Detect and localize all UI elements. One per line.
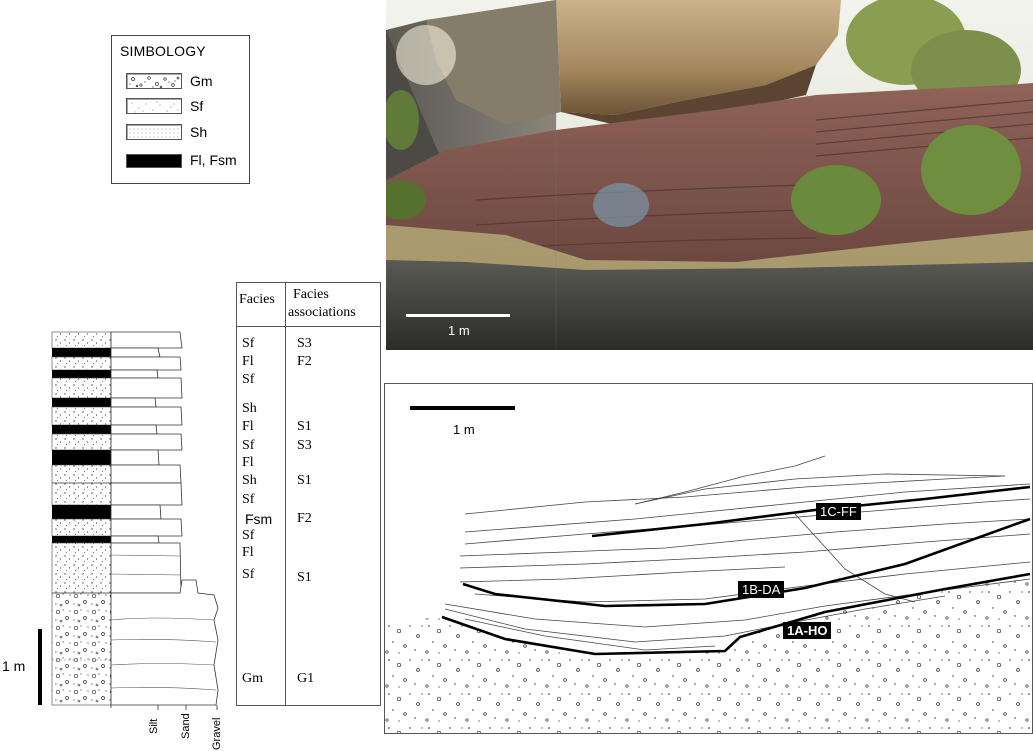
- legend-label-sh: Sh: [190, 124, 208, 140]
- association-cell: G1: [297, 671, 315, 686]
- fine-sand-pattern-swatch: [126, 98, 182, 114]
- association-cell: S1: [297, 419, 312, 434]
- gravel-pattern-swatch: [126, 73, 182, 89]
- facies-cell: Fl: [242, 455, 254, 470]
- facies-cell: Sf: [242, 372, 255, 387]
- facies-cell: Fl: [242, 354, 254, 369]
- column-scale-label: 1 m: [2, 658, 26, 674]
- grain-size-profile: [110, 331, 219, 706]
- column-scale-bar: [38, 629, 42, 705]
- facies-cell: Sh: [242, 401, 257, 416]
- outcrop-photo: [386, 0, 1033, 350]
- facies-table: Facies Facies associations Sf Fl Sf Sh Fl Sf F…: [236, 282, 381, 706]
- header-facies: Facies: [239, 292, 275, 307]
- legend-label-sf: Sf: [190, 98, 204, 114]
- grain-label-sand: Sand: [180, 713, 192, 739]
- facies-cell: Fl: [242, 419, 254, 434]
- surface-label-1b-da: 1B-DA: [738, 581, 785, 598]
- facies-cell: Gm: [242, 671, 263, 686]
- association-cell: S3: [297, 438, 312, 453]
- profile-internal-lines: [110, 554, 217, 691]
- solid-black-swatch: [126, 154, 182, 168]
- facies-cell: Sh: [242, 473, 257, 488]
- association-cell: S1: [297, 473, 312, 488]
- association-cell: F2: [297, 511, 312, 526]
- legend-label-fl-fsm: Fl, Fsm: [190, 152, 237, 168]
- surface-label-1c-ff: 1C-FF: [816, 503, 861, 520]
- facies-cell: Sf: [242, 528, 255, 543]
- header-associations-line2: associations: [288, 305, 356, 320]
- facies-cell: Sf: [242, 567, 255, 582]
- column-divider: [285, 283, 286, 705]
- association-cell: S1: [297, 570, 312, 585]
- photo-scale-label: 1 m: [448, 323, 470, 338]
- association-cell: S3: [297, 336, 312, 351]
- facies-cell: Sf: [242, 438, 255, 453]
- facies-cell: Sf: [242, 492, 255, 507]
- surface-label-1a-ho: 1A-HO: [783, 622, 832, 639]
- legend-title: SIMBOLOGY: [120, 43, 206, 59]
- header-associations-line1: Facies: [293, 287, 329, 302]
- surface-1a-ho-line: [441, 572, 1031, 656]
- header-underline: [237, 326, 380, 327]
- interpretation-sketch: 1 m 1C-FF 1B-DA 1A-HO: [384, 383, 1033, 734]
- surface-1b-da-line: [462, 517, 1031, 608]
- grain-label-silt: Silt: [148, 718, 160, 734]
- sketch-scale-label: 1 m: [453, 422, 475, 437]
- horizontal-sand-pattern-swatch: [126, 124, 182, 140]
- photo-scale-bar: [406, 314, 510, 317]
- legend-box: SIMBOLOGY Gm Sf: [111, 35, 250, 184]
- stratigraphic-column: [38, 331, 219, 710]
- sketch-scale-bar: [410, 406, 515, 410]
- surface-1c-ff-line: [591, 485, 1031, 538]
- facies-cell: Sf: [242, 336, 255, 351]
- association-cell: F2: [297, 354, 312, 369]
- grain-label-gravel: Gravel: [211, 717, 223, 750]
- facies-cell: Fsm: [245, 511, 273, 527]
- legend-label-gm: Gm: [190, 73, 213, 89]
- facies-cell: Fl: [242, 545, 254, 560]
- sketch-drawing: [385, 406, 1032, 733]
- lithology-strip: [51, 331, 112, 706]
